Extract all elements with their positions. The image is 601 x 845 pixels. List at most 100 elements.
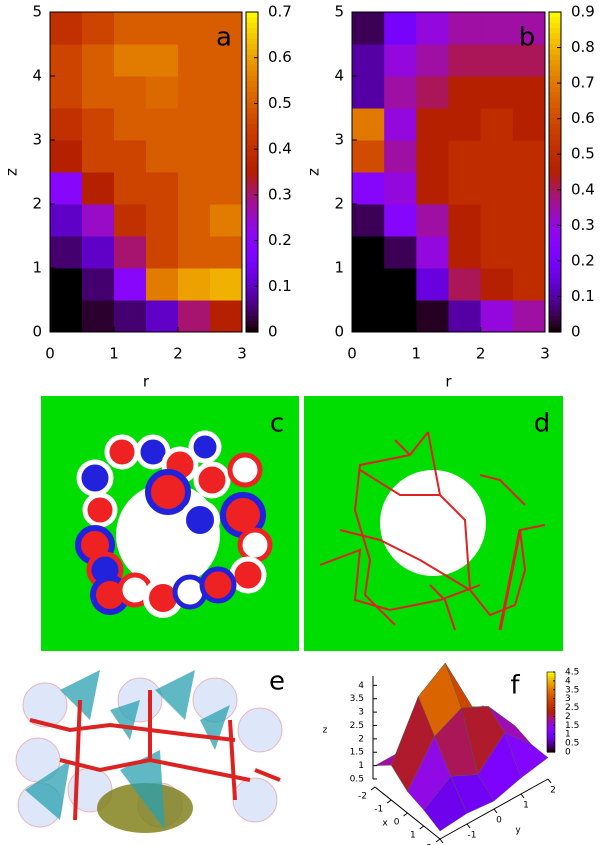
panel-e: e [16, 667, 285, 834]
colorbar-tick-label: 0.7 [268, 3, 292, 21]
colorbar-step [549, 225, 561, 231]
x-tick-label: 2 [476, 345, 486, 363]
cell [352, 204, 385, 237]
cell [114, 140, 147, 173]
pore [380, 470, 486, 576]
cell [352, 268, 385, 301]
cell [210, 140, 243, 173]
cell [384, 300, 417, 333]
cell [352, 108, 385, 141]
cell [146, 12, 179, 45]
colorbar-step [246, 193, 258, 199]
cell [210, 268, 243, 301]
colorbar-step [246, 225, 258, 231]
colorbar-step [246, 33, 258, 39]
cell [82, 140, 115, 173]
cell [178, 140, 211, 173]
colorbar-tick-label: 0.2 [571, 251, 595, 269]
cell [384, 140, 417, 173]
colorbar-step [246, 305, 258, 311]
cell [449, 172, 482, 205]
cell [146, 44, 179, 77]
z-axis-label: z [323, 726, 328, 736]
y-tick-label: 1 [523, 801, 529, 811]
colorbar-step [246, 273, 258, 279]
cell [513, 108, 546, 141]
colorbar-step [549, 71, 561, 77]
cell [210, 300, 243, 333]
colorbar-tick-label: 0.7 [571, 74, 595, 92]
cell [449, 44, 482, 77]
colorbar-step [246, 71, 258, 77]
colorbar-step [549, 76, 561, 82]
colorbar-step [246, 44, 258, 50]
colorbar-step [549, 193, 561, 199]
colorbar-step [246, 263, 258, 269]
x-tick-label: -1 [374, 805, 383, 815]
y-tick-label: 3 [334, 131, 344, 149]
z-tick-label: 4 [358, 681, 364, 691]
x-tick-label: 2 [173, 345, 183, 363]
colorbar-step [549, 145, 561, 151]
colorbar-step [246, 17, 258, 23]
colorbar-step [246, 188, 258, 194]
colorbar-step [246, 300, 258, 306]
cell [114, 236, 147, 269]
colorbar-step [549, 108, 561, 114]
cell [384, 236, 417, 269]
colorbar-tick-label: 0.4 [571, 180, 595, 198]
colorbar-tick-label: 0.5 [268, 94, 292, 112]
cell [178, 268, 211, 301]
x-tick-label: 0 [45, 345, 55, 363]
cell [416, 108, 449, 141]
colorbar-step [246, 231, 258, 237]
colorbar-step [246, 87, 258, 93]
colorbar-step [549, 129, 561, 135]
colorbar-step [246, 140, 258, 146]
colorbar-step [549, 300, 561, 306]
cell [114, 268, 147, 301]
colorbar-step [246, 284, 258, 290]
y-axis-label: z [305, 168, 323, 176]
panel-label: f [510, 671, 520, 701]
cell [146, 300, 179, 333]
cell [416, 300, 449, 333]
colorbar-step [246, 209, 258, 215]
cell [481, 44, 514, 77]
colorbar-step [246, 183, 258, 189]
cell [352, 236, 385, 269]
colorbar-step [549, 81, 561, 87]
colorbar-step [246, 113, 258, 119]
cell [449, 12, 482, 45]
colorbar-step [246, 65, 258, 71]
cell [82, 76, 115, 109]
y-tick-label: 2 [334, 195, 344, 213]
colorbar-tick-label: 1.5 [565, 721, 579, 731]
panel-label: e [269, 667, 285, 697]
cell [384, 204, 417, 237]
cell [416, 76, 449, 109]
cell [513, 300, 546, 333]
colorbar-step [549, 23, 561, 29]
colorbar-step [549, 279, 561, 285]
colorbar-step [549, 49, 561, 55]
y-axis-label: y [515, 826, 521, 836]
cell [416, 44, 449, 77]
colorbar-step [549, 87, 561, 93]
y-tick [521, 794, 524, 798]
y-tick [494, 809, 497, 813]
cell [449, 236, 482, 269]
cell [384, 12, 417, 45]
colorbar-step [549, 316, 561, 322]
colorbar-step [246, 119, 258, 125]
cell [513, 204, 546, 237]
cell [384, 108, 417, 141]
colorbar-tick-label: 2.5 [565, 703, 579, 713]
cell [513, 140, 546, 173]
colorbar-step [549, 103, 561, 109]
x-tick [436, 839, 440, 842]
colorbar-step [549, 241, 561, 247]
cell [50, 172, 83, 205]
colorbar-step [246, 39, 258, 45]
cell [146, 140, 179, 173]
